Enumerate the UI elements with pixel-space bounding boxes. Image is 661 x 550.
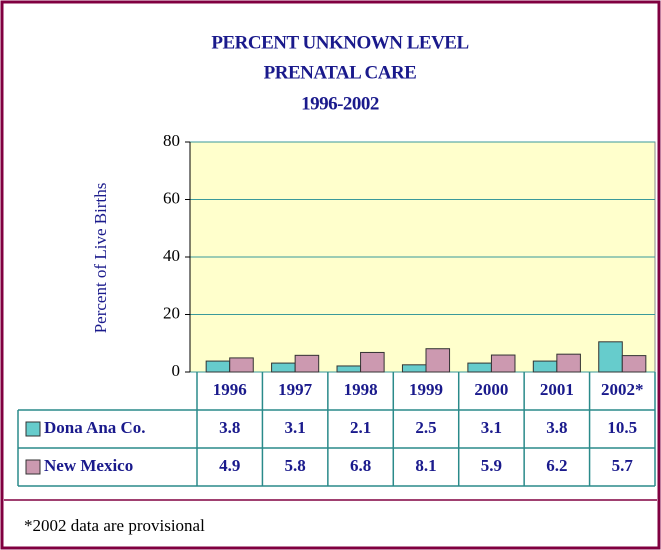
legend-swatch: [25, 459, 41, 475]
footnote: *2002 data are provisional: [24, 516, 205, 535]
y-tick-label: 60: [163, 188, 180, 207]
table-value: 3.8: [546, 418, 567, 437]
x-tick-label: 2001: [540, 380, 574, 399]
bar: [229, 357, 254, 373]
bar: [205, 360, 231, 373]
bar: [621, 355, 647, 373]
table-value: 3.1: [285, 418, 306, 437]
bar: [336, 365, 362, 373]
y-tick-label: 20: [163, 303, 180, 322]
table-value: 6.2: [546, 456, 567, 475]
table-value: 2.5: [415, 418, 436, 437]
table-value: 3.1: [481, 418, 502, 437]
x-tick-label: 2002*: [601, 380, 644, 399]
bar: [532, 360, 558, 373]
table-value: 5.7: [612, 456, 634, 475]
x-tick-label: 1997: [278, 380, 313, 399]
table-value: 3.8: [219, 418, 240, 437]
table-value: 4.9: [219, 456, 240, 475]
x-tick-label: 1999: [409, 380, 443, 399]
x-tick-label: 1998: [344, 380, 378, 399]
bar: [598, 341, 623, 373]
y-tick-label: 80: [163, 131, 180, 150]
legend-swatch: [25, 421, 41, 437]
bar: [556, 353, 581, 373]
bar: [401, 364, 427, 373]
y-axis-label: Percent of Live Births: [91, 183, 110, 334]
legend-label: Dona Ana Co.: [44, 418, 146, 437]
legend-label: New Mexico: [44, 456, 133, 475]
bar: [425, 348, 451, 373]
x-tick-label: 1996: [213, 380, 247, 399]
table-value: 2.1: [350, 418, 371, 437]
table-value: 10.5: [607, 418, 637, 437]
bar: [360, 351, 385, 373]
bar: [271, 362, 296, 373]
x-tick-label: 2000: [474, 380, 508, 399]
table-value: 5.8: [285, 456, 306, 475]
table-value: 8.1: [415, 456, 436, 475]
y-tick-label: 0: [172, 361, 181, 380]
chart-title: PERCENT UNKNOWN LEVEL: [211, 32, 468, 53]
bar: [467, 362, 492, 373]
bar: [294, 354, 320, 373]
table-value: 5.9: [481, 456, 502, 475]
chart-title: PRENATAL CARE: [264, 62, 417, 83]
bar: [490, 354, 516, 373]
chart-title: 1996-2002: [301, 93, 379, 114]
table-value: 6.8: [350, 456, 371, 475]
y-tick-label: 40: [163, 246, 180, 265]
